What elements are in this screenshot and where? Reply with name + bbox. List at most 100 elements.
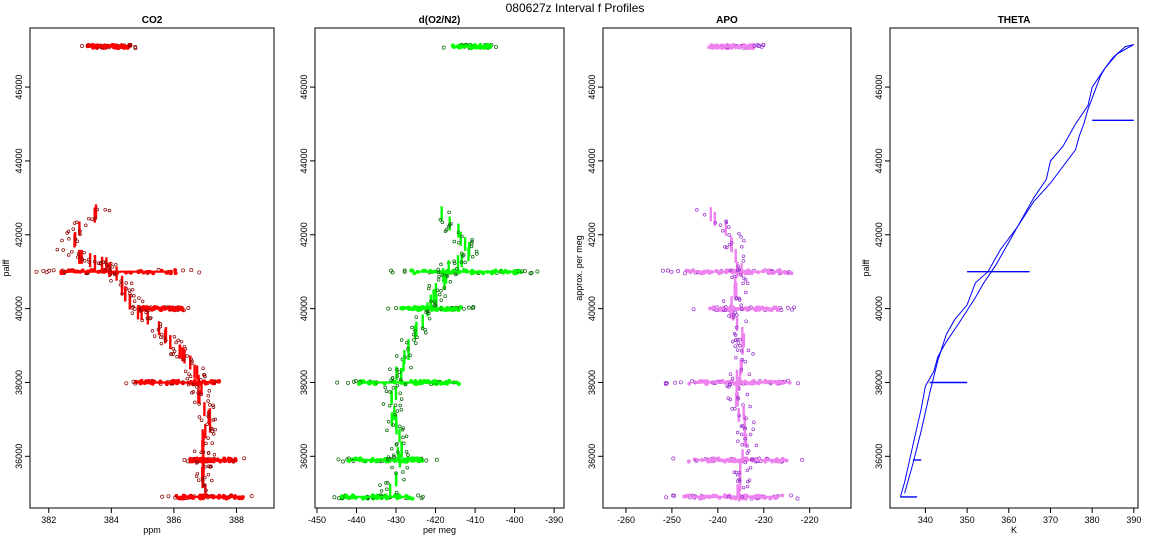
data-point	[78, 232, 82, 236]
data-point	[725, 384, 729, 389]
data-point	[748, 465, 753, 470]
data-point	[738, 338, 742, 342]
data-point	[414, 315, 418, 319]
data-point	[754, 443, 759, 448]
data-point	[65, 231, 69, 235]
data-point	[415, 335, 419, 340]
data-point	[748, 404, 752, 409]
data-point	[726, 396, 730, 400]
data-point	[110, 265, 115, 269]
data-point	[210, 441, 214, 445]
data-point	[718, 223, 723, 227]
data-point	[420, 494, 425, 499]
data-point	[740, 423, 745, 428]
data-point	[723, 308, 728, 312]
data-point	[346, 380, 350, 385]
data-point	[408, 353, 412, 358]
data-point	[435, 288, 439, 292]
y-axis-label: palff	[1, 259, 11, 276]
data-point	[737, 231, 741, 236]
data-point	[733, 310, 737, 315]
data-point	[201, 366, 205, 370]
data-point	[405, 340, 409, 345]
data-point	[107, 265, 111, 269]
data-point	[402, 268, 407, 273]
data-point	[409, 268, 414, 273]
data-point	[792, 305, 796, 310]
x-tick-label: 370	[1043, 515, 1058, 525]
x-tick-label: -240	[709, 515, 727, 525]
data-point	[743, 278, 748, 282]
data-point	[353, 379, 358, 384]
data-point	[796, 381, 800, 386]
data-point	[678, 380, 683, 385]
data-point	[82, 259, 87, 263]
data-point	[426, 309, 430, 314]
data-point	[120, 292, 124, 296]
x-tick-label: -230	[755, 515, 773, 525]
data-point	[179, 305, 184, 310]
y-tick-label: 46000	[14, 75, 24, 100]
data-point	[217, 379, 222, 383]
data-point	[124, 381, 129, 386]
data-point	[87, 216, 91, 221]
data-point	[379, 488, 384, 493]
data-point	[457, 240, 461, 245]
data-point	[109, 279, 113, 283]
data-point	[197, 402, 201, 406]
data-point	[684, 268, 689, 273]
data-point	[129, 293, 133, 298]
data-point	[452, 259, 456, 264]
profile	[695, 207, 759, 502]
data-point	[740, 443, 744, 447]
data-point	[736, 439, 740, 444]
data-point	[728, 372, 733, 376]
data-point	[47, 268, 52, 273]
data-point	[393, 412, 397, 417]
level-leg	[671, 456, 804, 464]
data-point	[402, 477, 406, 482]
data-point	[381, 402, 386, 406]
plot-frame	[29, 27, 275, 509]
data-point	[736, 268, 740, 273]
data-point	[395, 367, 399, 372]
data-point	[87, 260, 91, 264]
data-point	[346, 459, 351, 463]
data-point	[84, 223, 88, 228]
data-point	[190, 359, 194, 364]
data-point	[727, 242, 732, 247]
data-point	[138, 308, 143, 312]
data-point	[695, 208, 699, 212]
data-point	[427, 284, 432, 288]
panel-d-o2-n2-: d(O2/N2) -450 -440 -430 -420 -410 -400 -390 3600…	[299, 15, 565, 535]
panel-title: THETA	[998, 15, 1031, 26]
level-leg	[160, 493, 254, 501]
data-point	[434, 457, 439, 462]
data-point	[741, 485, 746, 490]
data-point	[132, 293, 136, 298]
x-tick-label: -430	[387, 515, 405, 525]
data-point	[460, 254, 465, 258]
level-leg	[34, 268, 202, 276]
x-tick-label: 360	[1001, 515, 1016, 525]
data-point	[211, 405, 216, 409]
x-tick-label: -390	[545, 515, 563, 525]
level-leg	[80, 42, 138, 51]
data-point	[399, 338, 404, 342]
y-tick-label: 46000	[299, 75, 309, 100]
data-point	[410, 496, 415, 501]
data-point	[186, 382, 191, 387]
data-point	[158, 335, 163, 340]
data-point	[733, 344, 738, 348]
data-point	[399, 306, 404, 311]
data-point	[384, 481, 388, 485]
data-point	[386, 481, 390, 485]
data-point	[86, 43, 91, 47]
data-point	[213, 417, 217, 422]
data-point	[206, 394, 211, 398]
data-point	[160, 332, 164, 337]
data-point	[138, 381, 143, 386]
data-point	[107, 208, 112, 213]
data-point	[119, 279, 123, 283]
